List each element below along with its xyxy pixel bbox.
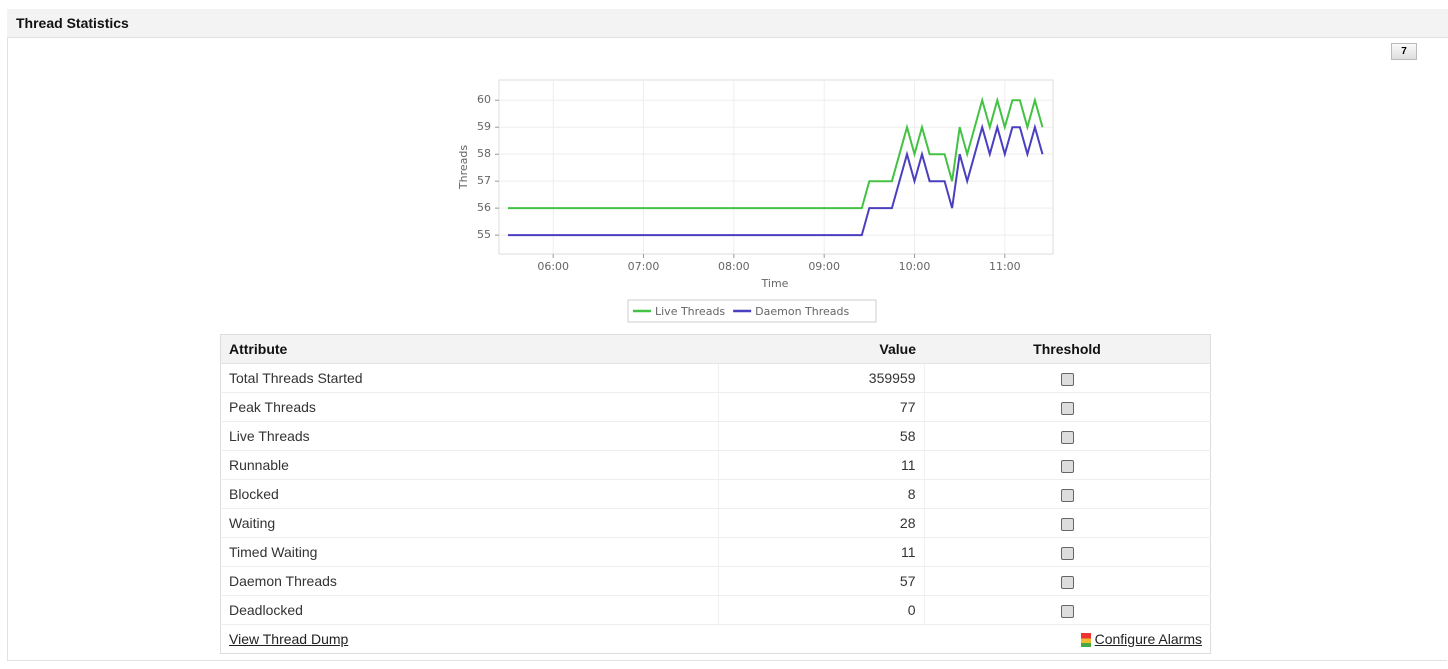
threshold-cell [924,392,1211,422]
threshold-icon[interactable] [1060,430,1074,444]
y-tick-label: 57 [477,174,491,187]
plot-area [498,79,1054,255]
attribute-cell: Waiting [220,508,718,538]
panel-title: Thread Statistics [16,15,129,31]
threshold-cell [924,450,1211,480]
threshold-cell [924,537,1211,567]
panel-header: Thread Statistics [7,9,1448,38]
table-row: Peak Threads 77 [220,392,1211,422]
legend-label: Daemon Threads [755,305,849,318]
column-header: Threshold [924,334,1211,364]
series-line [508,96,1044,210]
threshold-icon[interactable] [1060,459,1074,473]
table-row: Deadlocked 0 [220,595,1211,625]
value-cell: 359959 [717,363,925,393]
configure-alarms-link[interactable]: Configure Alarms [1094,630,1202,647]
table-row: Waiting 28 [220,508,1211,538]
x-tick-label: 11:00 [989,260,1021,273]
y-tick-label: 59 [477,120,491,133]
legend [627,299,877,323]
threshold-icon[interactable] [1060,488,1074,502]
table-row: Blocked 8 [220,479,1211,509]
table-row: Runnable 11 [220,450,1211,480]
x-tick-label: 09:00 [808,260,840,273]
threshold-icon[interactable] [1060,575,1074,589]
view-thread-dump-link[interactable]: View Thread Dump [229,631,349,647]
value-cell: 28 [717,508,925,538]
y-tick-label: 56 [477,201,491,214]
threshold-cell [924,508,1211,538]
column-header: Attribute [220,334,718,364]
value-cell: 11 [717,537,925,567]
x-tick-label: 08:00 [718,260,750,273]
threshold-icon[interactable] [1060,401,1074,415]
value-cell: 58 [717,421,925,451]
column-header: Value [718,334,924,364]
table-row: Live Threads 58 [220,421,1211,451]
attribute-cell: Live Threads [220,421,718,451]
threshold-cell [924,566,1211,596]
value-cell: 77 [717,392,925,422]
x-tick-label: 10:00 [899,260,931,273]
value-cell: 57 [717,566,925,596]
table-row: Timed Waiting 11 [220,537,1211,567]
threshold-icon[interactable] [1060,517,1074,531]
attribute-table: Attribute Value Threshold Total Threads … [220,334,1211,654]
threshold-cell [924,421,1211,451]
alarm-icon [1080,633,1091,648]
threshold-icon[interactable] [1060,604,1074,618]
y-tick-label: 60 [477,93,491,106]
table-row: Daemon Threads 57 [220,566,1211,596]
threshold-cell [924,595,1211,625]
attribute-cell: Total Threads Started [220,363,718,393]
y-tick-label: 58 [477,147,491,160]
value-cell: 0 [717,595,925,625]
threshold-icon[interactable] [1060,372,1074,386]
series-line [508,123,1044,237]
attribute-cell: Daemon Threads [220,566,718,596]
attribute-cell: Blocked [220,479,718,509]
value-cell: 11 [717,450,925,480]
x-tick-label: 06:00 [537,260,569,273]
table-row: Total Threads Started 359959 [220,363,1211,393]
y-tick-label: 55 [477,228,491,241]
threshold-icon[interactable] [1060,546,1074,560]
value-cell: 8 [717,479,925,509]
threshold-cell [924,363,1211,393]
attribute-cell: Deadlocked [220,595,718,625]
y-axis-label: Threads [457,145,470,190]
attribute-cell: Peak Threads [220,392,718,422]
chart: Threads Time 55 56 57 58 59 60 06:00 07:00 08:00… [457,79,1054,323]
attribute-cell: Runnable [220,450,718,480]
x-tick-label: 07:00 [628,260,660,273]
threshold-cell [924,479,1211,509]
x-axis-label: Time [761,277,789,290]
legend-label: Live Threads [655,305,725,318]
period-button[interactable]: 7 [1391,43,1417,60]
attribute-cell: Timed Waiting [220,537,718,567]
